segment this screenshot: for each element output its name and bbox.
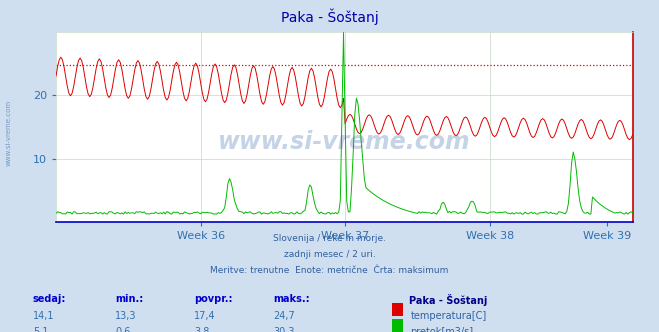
Text: zadnji mesec / 2 uri.: zadnji mesec / 2 uri. xyxy=(283,250,376,259)
Text: 3,8: 3,8 xyxy=(194,327,210,332)
Text: 24,7: 24,7 xyxy=(273,311,295,321)
Text: Paka - Šoštanj: Paka - Šoštanj xyxy=(281,8,378,25)
Text: 30,3: 30,3 xyxy=(273,327,295,332)
Text: www.si-vreme.com: www.si-vreme.com xyxy=(5,100,12,166)
Text: Meritve: trenutne  Enote: metrične  Črta: maksimum: Meritve: trenutne Enote: metrične Črta: … xyxy=(210,266,449,275)
Text: 5,1: 5,1 xyxy=(33,327,49,332)
Text: 17,4: 17,4 xyxy=(194,311,216,321)
Text: temperatura[C]: temperatura[C] xyxy=(411,311,487,321)
Text: 13,3: 13,3 xyxy=(115,311,137,321)
Text: maks.:: maks.: xyxy=(273,294,310,304)
Text: povpr.:: povpr.: xyxy=(194,294,233,304)
Text: 14,1: 14,1 xyxy=(33,311,55,321)
Text: min.:: min.: xyxy=(115,294,144,304)
Text: Paka - Šoštanj: Paka - Šoštanj xyxy=(409,294,487,306)
Text: 0,6: 0,6 xyxy=(115,327,130,332)
Text: sedaj:: sedaj: xyxy=(33,294,67,304)
Text: Slovenija / reke in morje.: Slovenija / reke in morje. xyxy=(273,234,386,243)
Text: www.si-vreme.com: www.si-vreme.com xyxy=(218,130,471,154)
Text: pretok[m3/s]: pretok[m3/s] xyxy=(411,327,474,332)
